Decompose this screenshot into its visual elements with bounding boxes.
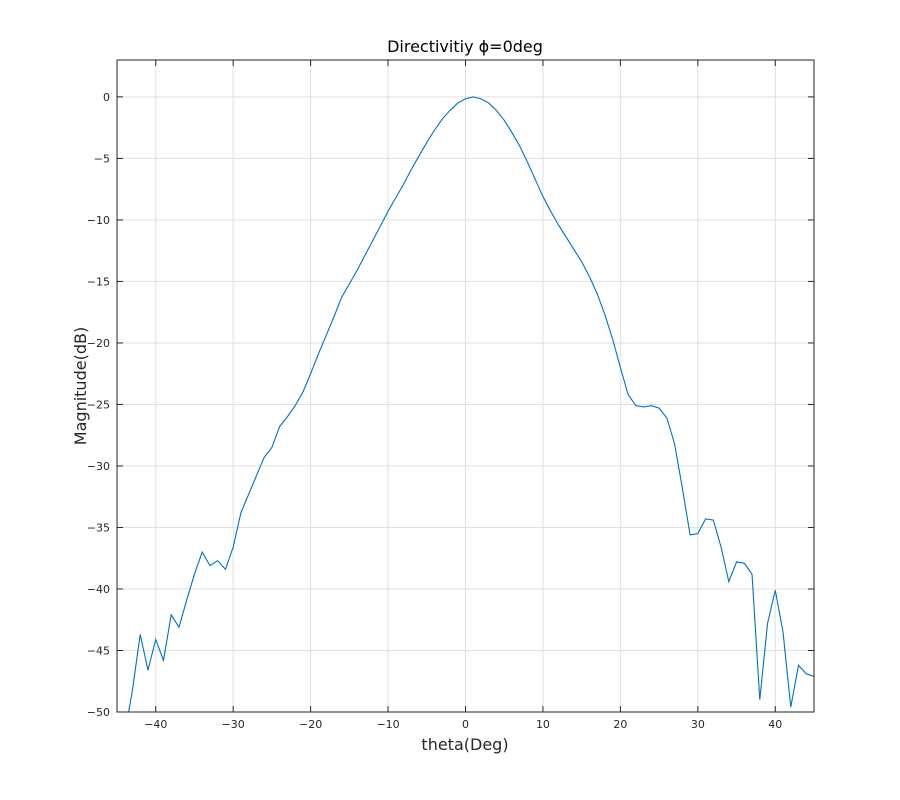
y-tick-label: −20 (87, 337, 110, 350)
x-tick-label: 40 (768, 718, 782, 731)
y-tick-label: −30 (87, 460, 110, 473)
y-tick-label: −45 (87, 644, 110, 657)
y-tick-label: −25 (87, 398, 110, 411)
x-tick-label: −40 (144, 718, 167, 731)
y-tick-label: −10 (87, 214, 110, 227)
grid (117, 60, 814, 713)
x-axis-label: theta(Deg) (421, 735, 508, 754)
x-tick-label: 20 (613, 718, 627, 731)
x-tick-label: −10 (376, 718, 399, 731)
x-tick-label: −30 (222, 718, 245, 731)
x-tick-label: 10 (536, 718, 550, 731)
y-tick-label: −5 (94, 152, 110, 165)
chart-title: Directivitiy ϕ=0deg (387, 37, 543, 56)
y-tick-labels: 0 −5 −10 −15 −20 −25 −30 −35 −40 −45 −50 (87, 91, 110, 719)
y-axis-label: Magnitude(dB) (71, 327, 90, 445)
y-tick-label: 0 (103, 91, 110, 104)
x-tick-label: 30 (691, 718, 705, 731)
x-tick-label: −20 (299, 718, 322, 731)
y-tick-label: −15 (87, 275, 110, 288)
ticks (117, 60, 814, 713)
plot-area (128, 96, 814, 712)
y-tick-label: −50 (87, 706, 110, 719)
directivity-series-line (128, 96, 814, 712)
x-tick-labels: −40 −30 −20 −10 0 10 20 30 40 (144, 718, 782, 731)
y-tick-label: −40 (87, 583, 110, 596)
x-tick-label: 0 (462, 718, 469, 731)
y-tick-label: −35 (87, 521, 110, 534)
